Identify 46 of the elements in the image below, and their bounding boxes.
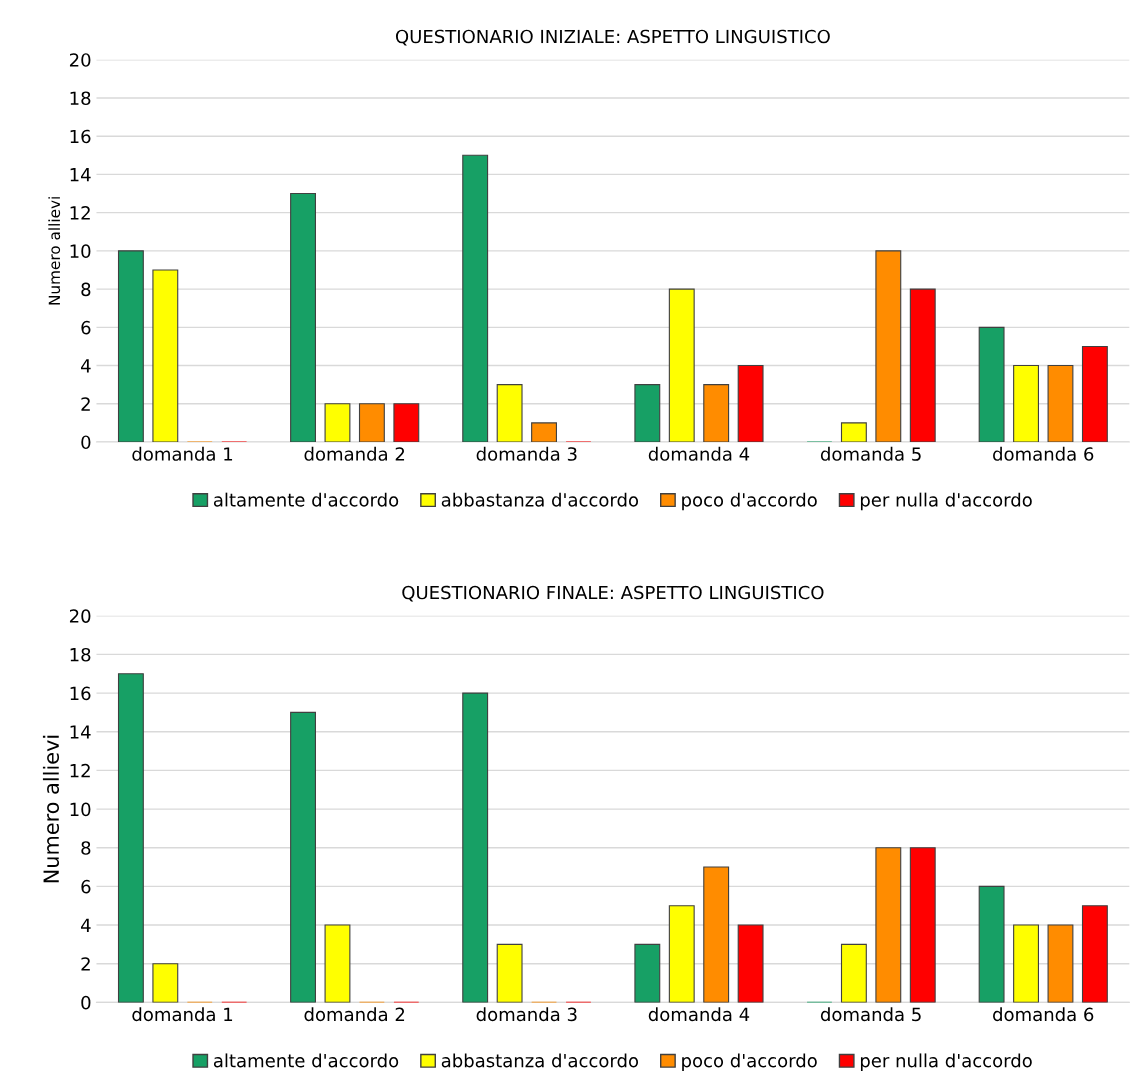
- y-tick-label: 0: [81, 995, 91, 1010]
- x-tick-label: domanda 6: [993, 1007, 1094, 1022]
- legend-label: altamente d'accordo: [213, 492, 399, 507]
- legend-label: poco d'accordo: [682, 492, 817, 511]
- x-tick-label: domanda 3: [476, 446, 577, 461]
- x-tick-label: domanda 2: [304, 446, 405, 461]
- x-tick-label: domanda 3: [476, 1007, 577, 1022]
- y-tick-label: 14: [70, 168, 91, 182]
- y-tick-label: 12: [70, 206, 90, 220]
- y-tick-label: 16: [70, 686, 91, 701]
- legend-label: poco d'accordo: [682, 1053, 817, 1071]
- y-tick-label: 18: [70, 91, 91, 106]
- y-tick-label: 4: [81, 918, 91, 932]
- x-tick-label: domanda 1: [132, 446, 233, 461]
- y-axis-title: Numero allievi: [48, 197, 61, 305]
- y-tick-label: 2: [81, 957, 90, 971]
- x-tick-label: domanda 1: [132, 1007, 233, 1022]
- y-tick-label: 6: [81, 879, 91, 894]
- y-tick-label: 6: [81, 320, 91, 335]
- y-tick-label: 12: [70, 763, 90, 778]
- x-tick-label: domanda 4: [648, 1007, 750, 1022]
- x-tick-label: domanda 4: [648, 446, 750, 461]
- legend-label: altamente d'accordo: [213, 1053, 399, 1068]
- y-tick-label: 8: [81, 841, 91, 855]
- y-tick-label: 10: [70, 802, 91, 817]
- legend-label: abbastanza d'accordo: [441, 1053, 639, 1068]
- chart-title: QUESTIONARIO FINALE: ASPETTO LINGUISTICO: [402, 585, 824, 602]
- y-tick-label: 16: [70, 129, 91, 144]
- y-tick-label: 8: [81, 282, 91, 297]
- x-tick-label: domanda 5: [820, 446, 921, 461]
- chart-title: QUESTIONARIO INIZIALE: ASPETTO LINGUISTICO: [395, 29, 830, 46]
- legend-label: per nulla d'accordo: [860, 1053, 1032, 1071]
- y-tick-label: 10: [70, 244, 91, 258]
- x-tick-label: domanda 5: [820, 1007, 921, 1022]
- y-tick-label: 2: [81, 397, 90, 411]
- y-tick-label: 18: [70, 647, 91, 662]
- y-tick-label: 14: [70, 725, 91, 739]
- y-tick-label: 0: [81, 435, 91, 450]
- y-axis-title: Numero allievi: [42, 735, 60, 883]
- x-tick-label: domanda 2: [304, 1007, 405, 1022]
- y-tick-label: 4: [81, 359, 91, 373]
- y-tick-label: 20: [69, 609, 91, 623]
- legend-label: abbastanza d'accordo: [441, 492, 639, 507]
- x-tick-label: domanda 6: [993, 446, 1094, 461]
- y-tick-label: 20: [69, 53, 91, 67]
- legend-label: per nulla d'accordo: [860, 492, 1032, 511]
